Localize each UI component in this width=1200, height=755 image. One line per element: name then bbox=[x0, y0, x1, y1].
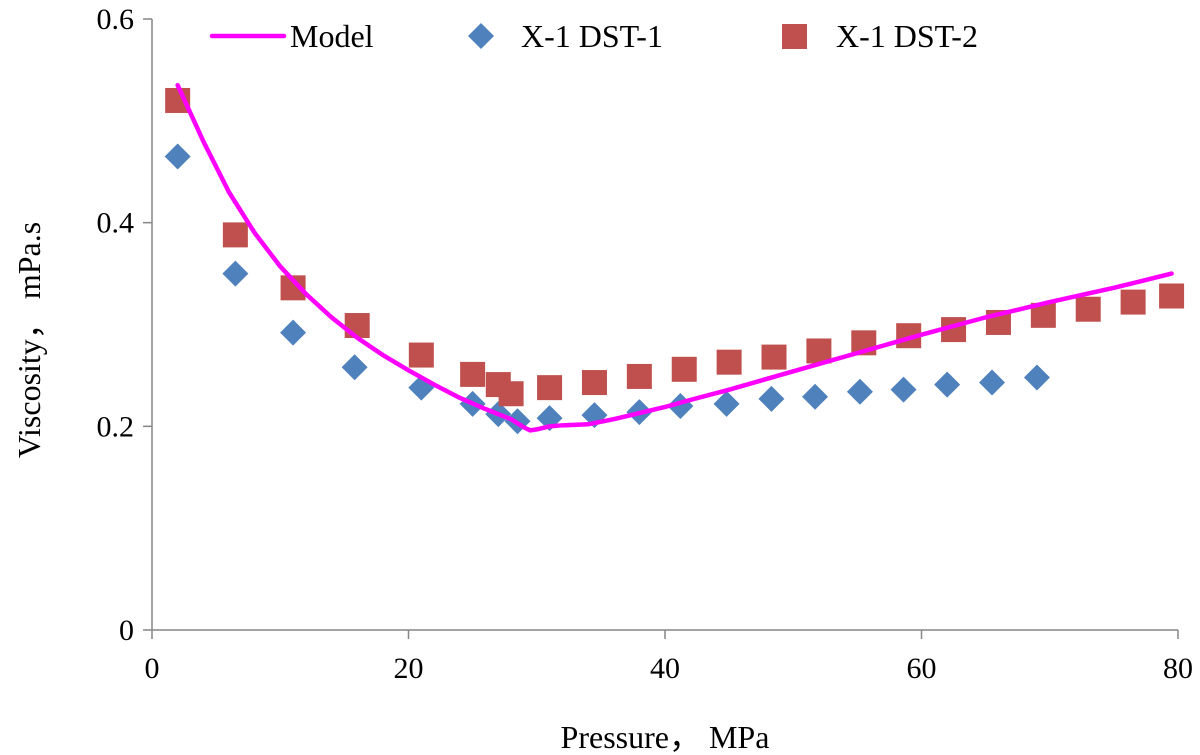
dst2-point bbox=[1159, 283, 1185, 309]
legend-label-model: Model bbox=[290, 18, 374, 54]
plot-area bbox=[164, 82, 1185, 435]
y-ticks: 0 0.2 0.4 0.6 bbox=[97, 3, 152, 647]
x-tick-label: 80 bbox=[1163, 652, 1193, 685]
legend: Model X-1 DST-1 X-1 DST-2 bbox=[209, 18, 978, 54]
x-tick-label: 20 bbox=[394, 652, 424, 685]
axes bbox=[151, 19, 1178, 631]
dst2-point bbox=[1075, 296, 1101, 322]
dst2-point bbox=[498, 381, 524, 407]
dst2-point bbox=[1120, 289, 1146, 315]
x-tick-label: 40 bbox=[650, 652, 680, 685]
dst1-point bbox=[979, 369, 1006, 396]
dst2-point bbox=[222, 222, 248, 248]
legend-label-dst1: X-1 DST-1 bbox=[521, 18, 663, 54]
dst1-point bbox=[713, 390, 740, 417]
dst1-point bbox=[934, 371, 961, 398]
y-tick-label: 0.2 bbox=[97, 410, 135, 443]
dst2-point bbox=[671, 356, 697, 382]
dst2-point bbox=[344, 313, 370, 339]
dst2-point bbox=[537, 375, 563, 401]
x-tick-label: 0 bbox=[145, 652, 160, 685]
legend-swatch-dst2 bbox=[782, 24, 807, 49]
x-axis-title: Pressure， MPa bbox=[561, 719, 770, 755]
legend-label-dst2: X-1 DST-2 bbox=[836, 18, 978, 54]
dst2-point bbox=[761, 344, 787, 370]
legend-swatch-dst1 bbox=[468, 23, 494, 49]
model-line bbox=[175, 82, 1174, 433]
y-tick-label: 0 bbox=[119, 614, 134, 647]
x-tick-label: 60 bbox=[907, 652, 937, 685]
dst1-point bbox=[802, 383, 829, 410]
dst2-point bbox=[408, 342, 434, 368]
y-axis-title: Viscosity， mPa.s bbox=[11, 222, 47, 458]
dst1-point bbox=[758, 385, 785, 412]
dst1-point bbox=[222, 260, 249, 287]
dst2-point bbox=[581, 370, 607, 396]
dst1-point bbox=[164, 143, 191, 170]
dst1-point bbox=[1023, 364, 1050, 391]
dst1-point bbox=[341, 354, 368, 381]
dst1-point bbox=[846, 378, 873, 405]
dst2-point bbox=[460, 361, 486, 387]
dst2-point bbox=[626, 363, 652, 389]
x-ticks: 0 20 40 60 80 bbox=[145, 630, 1193, 685]
dst2-point bbox=[716, 349, 742, 375]
dst1-point bbox=[890, 376, 917, 403]
y-tick-label: 0.4 bbox=[97, 207, 135, 240]
dst1-point bbox=[280, 319, 307, 346]
y-tick-label: 0.6 bbox=[97, 3, 135, 36]
